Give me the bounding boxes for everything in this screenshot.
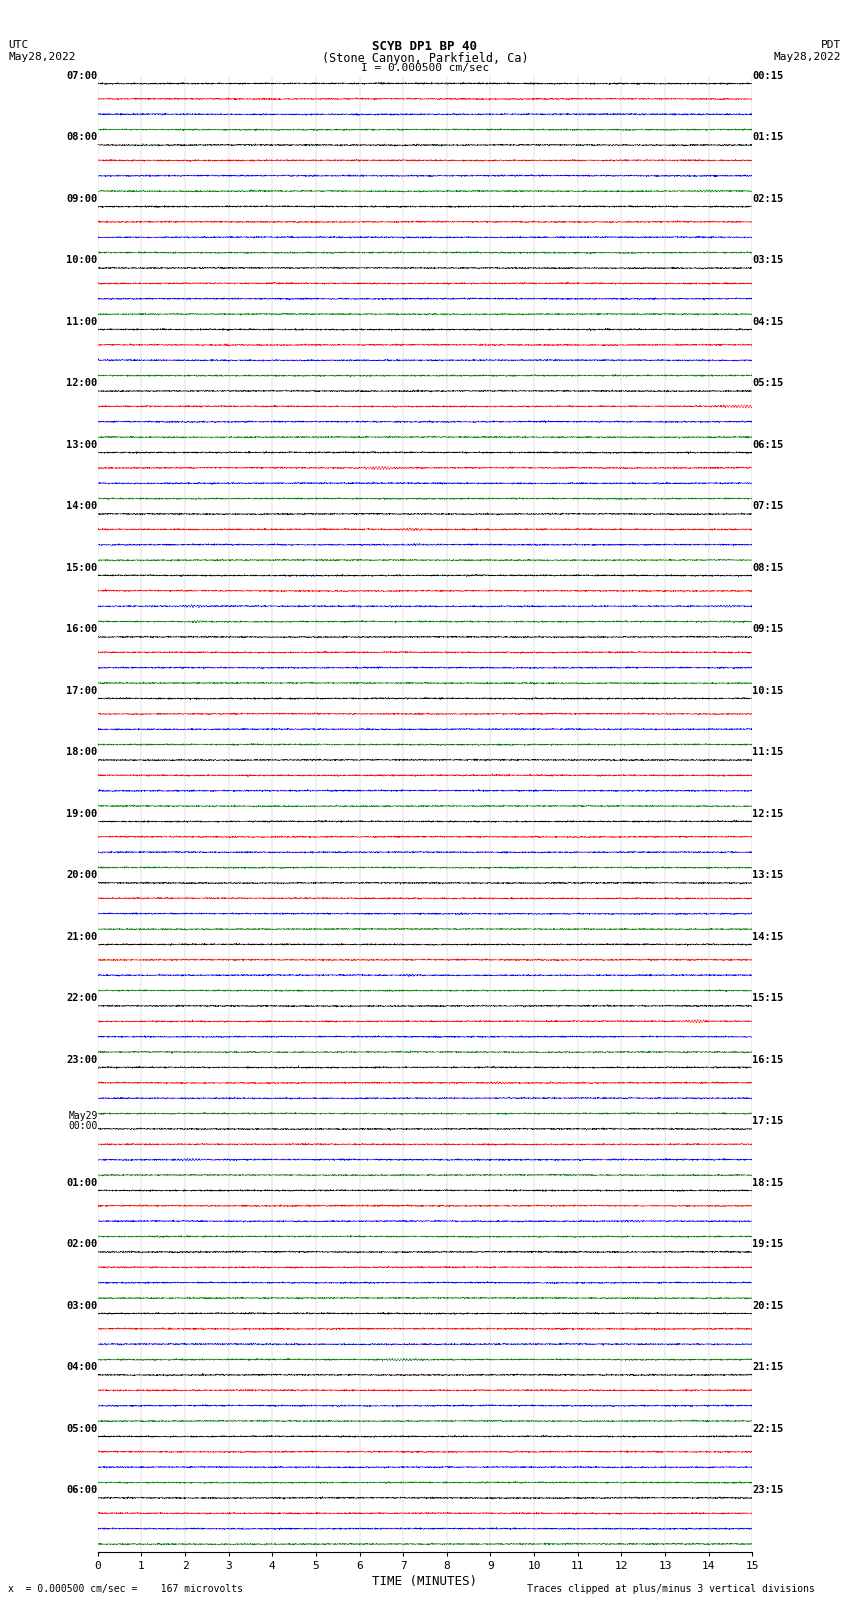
Text: 07:15: 07:15 <box>752 502 784 511</box>
Text: 13:00: 13:00 <box>66 440 98 450</box>
Text: 22:00: 22:00 <box>66 994 98 1003</box>
Text: 19:00: 19:00 <box>66 808 98 819</box>
Text: 16:00: 16:00 <box>66 624 98 634</box>
Text: 05:00: 05:00 <box>66 1424 98 1434</box>
Text: Traces clipped at plus/minus 3 vertical divisions: Traces clipped at plus/minus 3 vertical … <box>527 1584 815 1594</box>
Text: 06:15: 06:15 <box>752 440 784 450</box>
Text: 23:15: 23:15 <box>752 1486 784 1495</box>
Text: 16:15: 16:15 <box>752 1055 784 1065</box>
Text: 01:15: 01:15 <box>752 132 784 142</box>
Text: 01:00: 01:00 <box>66 1177 98 1187</box>
Text: 04:00: 04:00 <box>66 1363 98 1373</box>
Text: 12:00: 12:00 <box>66 379 98 389</box>
Text: 05:15: 05:15 <box>752 379 784 389</box>
Text: 14:00: 14:00 <box>66 502 98 511</box>
Text: 08:15: 08:15 <box>752 563 784 573</box>
Text: 04:15: 04:15 <box>752 316 784 327</box>
Text: 00:15: 00:15 <box>752 71 784 81</box>
Text: I = 0.000500 cm/sec: I = 0.000500 cm/sec <box>361 63 489 73</box>
Text: x  = 0.000500 cm/sec =    167 microvolts: x = 0.000500 cm/sec = 167 microvolts <box>8 1584 243 1594</box>
Text: 00:00: 00:00 <box>68 1121 98 1131</box>
Text: SCYB DP1 BP 40: SCYB DP1 BP 40 <box>372 40 478 53</box>
Text: 15:15: 15:15 <box>752 994 784 1003</box>
Text: 20:00: 20:00 <box>66 871 98 881</box>
X-axis label: TIME (MINUTES): TIME (MINUTES) <box>372 1574 478 1587</box>
Text: 03:00: 03:00 <box>66 1300 98 1311</box>
Text: PDT: PDT <box>821 40 842 50</box>
Text: 21:15: 21:15 <box>752 1363 784 1373</box>
Text: 21:00: 21:00 <box>66 932 98 942</box>
Text: May28,2022: May28,2022 <box>8 52 76 61</box>
Text: (Stone Canyon, Parkfield, Ca): (Stone Canyon, Parkfield, Ca) <box>321 52 529 65</box>
Text: 09:15: 09:15 <box>752 624 784 634</box>
Text: May29: May29 <box>68 1111 98 1121</box>
Text: 22:15: 22:15 <box>752 1424 784 1434</box>
Text: 03:15: 03:15 <box>752 255 784 265</box>
Text: 10:15: 10:15 <box>752 686 784 695</box>
Text: 15:00: 15:00 <box>66 563 98 573</box>
Text: 09:00: 09:00 <box>66 194 98 203</box>
Text: 17:00: 17:00 <box>66 686 98 695</box>
Text: 18:15: 18:15 <box>752 1177 784 1187</box>
Text: 11:15: 11:15 <box>752 747 784 756</box>
Text: 17:15: 17:15 <box>752 1116 784 1126</box>
Text: 06:00: 06:00 <box>66 1486 98 1495</box>
Text: 12:15: 12:15 <box>752 808 784 819</box>
Text: 19:15: 19:15 <box>752 1239 784 1248</box>
Text: 13:15: 13:15 <box>752 871 784 881</box>
Text: 20:15: 20:15 <box>752 1300 784 1311</box>
Text: 07:00: 07:00 <box>66 71 98 81</box>
Text: 08:00: 08:00 <box>66 132 98 142</box>
Text: 14:15: 14:15 <box>752 932 784 942</box>
Text: 11:00: 11:00 <box>66 316 98 327</box>
Text: 02:15: 02:15 <box>752 194 784 203</box>
Text: 23:00: 23:00 <box>66 1055 98 1065</box>
Text: 18:00: 18:00 <box>66 747 98 756</box>
Text: 10:00: 10:00 <box>66 255 98 265</box>
Text: May28,2022: May28,2022 <box>774 52 842 61</box>
Text: 02:00: 02:00 <box>66 1239 98 1248</box>
Text: UTC: UTC <box>8 40 29 50</box>
